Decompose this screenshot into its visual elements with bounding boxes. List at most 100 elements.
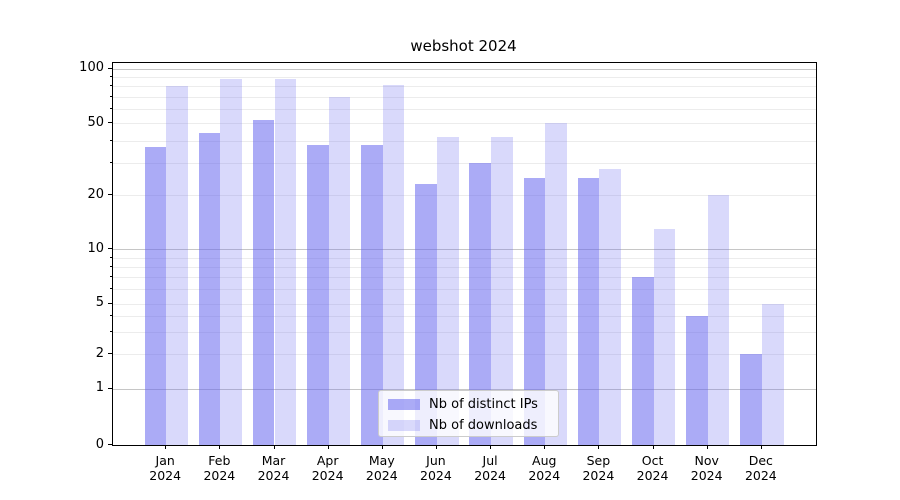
gridline-minor (113, 331, 816, 333)
x-tick-mark (760, 445, 762, 449)
x-tick-year: 2024 (744, 468, 777, 483)
bar-distinct-ips (415, 184, 437, 445)
x-tick-mark (598, 445, 600, 449)
bar-distinct-ips (252, 120, 275, 445)
bar-distinct-ips (306, 144, 329, 445)
x-tick-month: May (368, 453, 395, 468)
y-minor-tick-mark (110, 122, 112, 124)
y-tick-label: 10 (87, 240, 104, 256)
x-tick-year: 2024 (420, 468, 452, 483)
legend-swatch-downloads (388, 420, 420, 431)
bar-distinct-ips (469, 163, 492, 445)
y-minor-tick-mark (110, 353, 112, 355)
x-tick-mark (490, 445, 492, 449)
x-tick-year: 2024 (365, 468, 398, 483)
x-tick-month: Sep (586, 453, 611, 468)
gridline-minor (113, 277, 816, 279)
gridline-minor (113, 303, 816, 305)
y-minor-tick-mark (110, 256, 112, 258)
gridline-minor (113, 195, 816, 196)
y-minor-tick-mark (110, 75, 112, 77)
x-tick-month: Oct (641, 453, 664, 468)
y-minor-tick-mark (110, 107, 112, 109)
x-tick-mark (381, 445, 383, 449)
x-tick-mark (435, 445, 437, 449)
x-tick-year: 2024 (257, 468, 290, 483)
plot-area (112, 62, 817, 446)
bar-distinct-ips (740, 354, 762, 445)
x-tick-month: Aug (532, 453, 557, 468)
x-tick-label: Apr 2024 (298, 453, 358, 483)
y-tick-mark (108, 444, 112, 445)
x-tick-label: Dec 2024 (731, 453, 791, 483)
bar-distinct-ips (198, 133, 221, 445)
x-tick-year: 2024 (149, 468, 182, 483)
x-tick-month: Apr (316, 453, 339, 468)
x-tick-mark (219, 445, 221, 449)
x-tick-label: Jun 2024 (406, 453, 466, 483)
y-tick-label: 1 (95, 380, 104, 395)
bar-downloads (328, 96, 351, 445)
x-tick-month: Jul (482, 453, 498, 468)
legend-item: Nb of distinct IPs (388, 397, 538, 412)
gridline-minor (113, 289, 816, 291)
x-tick-mark (273, 445, 275, 449)
gridline-minor (113, 257, 816, 259)
legend-item: Nb of downloads (388, 418, 537, 433)
x-tick-label: Feb 2024 (189, 453, 249, 483)
gridline-minor (113, 108, 816, 110)
chart-title: webshot 2024 (410, 37, 517, 55)
bar-downloads (707, 195, 730, 445)
y-minor-tick-mark (110, 139, 112, 141)
bar-downloads (599, 168, 622, 445)
gridline-major (113, 68, 816, 70)
x-tick-label: Nov 2024 (677, 453, 737, 483)
bar-downloads (166, 86, 188, 445)
bar-distinct-ips (361, 144, 383, 445)
gridline-minor (113, 140, 816, 142)
bar-distinct-ips (631, 277, 654, 445)
x-tick-year: 2024 (690, 468, 723, 483)
x-tick-label: Jul 2024 (460, 453, 520, 483)
gridline-minor (113, 316, 816, 318)
bar-distinct-ips (523, 177, 546, 445)
x-tick-month: Jun (426, 453, 446, 468)
x-tick-month: Jan (155, 453, 175, 468)
x-tick-label: Mar 2024 (244, 453, 304, 483)
bar-downloads (761, 303, 784, 445)
x-tick-mark (165, 445, 167, 449)
x-tick-month: Feb (208, 453, 231, 468)
x-tick-mark (706, 445, 708, 449)
y-minor-tick-mark (110, 162, 112, 164)
y-tick-label: 20 (87, 186, 104, 202)
x-tick-year: 2024 (203, 468, 236, 483)
y-tick-label: 50 (87, 114, 104, 130)
y-tick-mark (108, 248, 112, 250)
x-tick-label: Oct 2024 (623, 453, 683, 483)
y-minor-tick-mark (110, 315, 112, 317)
x-tick-label: Aug 2024 (514, 453, 574, 483)
gridline-minor (113, 86, 816, 88)
y-tick-label: 100 (79, 60, 104, 76)
y-minor-tick-mark (110, 330, 112, 332)
x-tick-month: Dec (748, 453, 773, 468)
y-tick-label: 5 (95, 295, 104, 311)
x-tick-year: 2024 (528, 468, 561, 483)
y-tick-mark (108, 67, 112, 69)
x-tick-label: Sep 2024 (568, 453, 628, 483)
gridline-minor (113, 354, 816, 356)
y-tick-mark (108, 387, 112, 389)
bar-downloads (653, 228, 676, 445)
gridline-minor (113, 266, 816, 268)
gridline-minor (113, 163, 816, 165)
x-tick-label: Jan 2024 (135, 453, 195, 483)
y-minor-tick-mark (110, 288, 112, 290)
y-tick-label: 2 (95, 345, 104, 361)
bar-downloads (436, 136, 459, 445)
bar-downloads (545, 123, 567, 445)
legend-label: Nb of distinct IPs (429, 397, 538, 412)
x-tick-month: Mar (261, 453, 286, 468)
bar-downloads (382, 85, 405, 445)
y-minor-tick-mark (110, 276, 112, 278)
